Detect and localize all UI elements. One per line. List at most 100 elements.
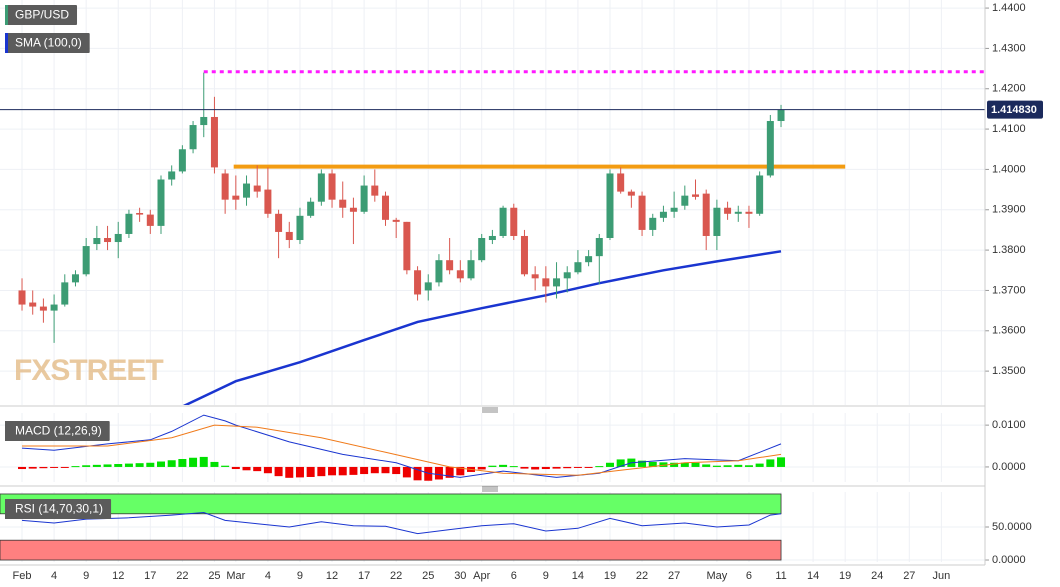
- histogram-bar: [39, 466, 48, 469]
- legend-box: [5, 421, 110, 441]
- x-tick-label: 27: [668, 570, 680, 582]
- candle-body: [446, 260, 454, 271]
- histogram-bar: [766, 459, 775, 467]
- legend-box: [5, 499, 112, 519]
- legend-entry: MACD (12,26,9): [5, 421, 110, 441]
- histogram-bar: [616, 459, 625, 467]
- x-tick-label: 17: [144, 570, 156, 582]
- candle-body: [424, 282, 432, 291]
- candle-body: [104, 237, 112, 243]
- candle-body: [766, 121, 774, 176]
- histogram-bar: [18, 466, 27, 470]
- panel: [0, 413, 985, 482]
- histogram-bar: [552, 466, 561, 469]
- histogram-bar: [306, 466, 315, 477]
- legend-entry: RSI (14,70,30,1): [5, 499, 112, 519]
- candle-body: [638, 195, 646, 230]
- candle-body: [392, 219, 400, 222]
- resize-handle[interactable]: [482, 407, 498, 413]
- candle-body: [328, 173, 336, 200]
- histogram-bar: [156, 461, 165, 467]
- histogram-bar: [755, 463, 764, 467]
- histogram-bar: [584, 466, 593, 468]
- candle-body: [553, 278, 561, 287]
- candle-body: [563, 272, 571, 279]
- x-tick-label: 9: [83, 570, 89, 582]
- candle-body: [296, 215, 304, 241]
- candle-body: [435, 260, 443, 283]
- candle-body: [18, 290, 26, 305]
- histogram-bar: [563, 466, 572, 469]
- legend-swatch: [5, 421, 8, 441]
- candle-body: [210, 116, 218, 168]
- y-tick-label: 1.3900: [992, 204, 1026, 216]
- x-tick-label: 14: [572, 570, 584, 582]
- histogram-bar: [103, 464, 112, 467]
- histogram-bar: [349, 466, 358, 475]
- histogram-bar: [744, 465, 753, 467]
- candle-body: [617, 173, 625, 192]
- y-tick-label: 0.0000: [992, 461, 1026, 473]
- candle-body: [243, 183, 251, 198]
- candle-body: [510, 207, 518, 236]
- panel: [0, 492, 985, 562]
- histogram-bar: [317, 466, 326, 477]
- histogram-bar: [509, 466, 518, 468]
- candle-body: [285, 231, 293, 241]
- histogram-bar: [445, 466, 454, 478]
- x-tick-label: 17: [358, 570, 370, 582]
- y-tick-label: 1.3700: [992, 284, 1026, 296]
- candle-body: [360, 185, 368, 212]
- histogram-bar: [253, 466, 262, 472]
- x-tick-label: 30: [454, 570, 466, 582]
- candle-body: [114, 233, 122, 243]
- candle-body: [702, 193, 710, 236]
- candle-body: [168, 171, 176, 180]
- x-tick-label: Mar: [226, 570, 245, 582]
- x-tick-label: 12: [326, 570, 338, 582]
- histogram-bar: [638, 460, 647, 467]
- x-tick-label: 12: [112, 570, 124, 582]
- candle-body: [264, 189, 272, 214]
- candle-body: [200, 116, 208, 126]
- candle-body: [456, 270, 464, 279]
- legend-entry: GBP/USD: [5, 5, 78, 25]
- candle-body: [93, 237, 101, 245]
- legend-swatch: [5, 5, 8, 25]
- histogram-bar: [210, 461, 219, 467]
- candle-body: [221, 173, 229, 200]
- line-series: [21, 414, 782, 478]
- histogram-bar: [221, 465, 230, 467]
- histogram-bar: [670, 462, 679, 467]
- candle-body: [146, 214, 154, 226]
- x-tick-label: 25: [422, 570, 434, 582]
- histogram-bar: [573, 466, 582, 468]
- y-tick-label: 1.3600: [992, 325, 1026, 337]
- last-price-tag: [987, 100, 1043, 119]
- candle-body: [61, 282, 69, 305]
- legend-box: [5, 33, 90, 53]
- x-tick-label: 19: [839, 570, 851, 582]
- x-tick-label: 4: [51, 570, 57, 582]
- candle-body: [713, 207, 721, 236]
- histogram-bar: [263, 466, 272, 474]
- candle-body: [595, 237, 603, 257]
- candle-body: [381, 195, 389, 220]
- y-tick-label: 0.0000: [992, 554, 1026, 566]
- histogram-bar: [392, 466, 401, 475]
- x-tick-label: 6: [746, 570, 752, 582]
- histogram-bar: [189, 457, 198, 467]
- histogram-bar: [71, 466, 80, 468]
- histogram-bar: [477, 466, 486, 470]
- x-tick-label: 22: [636, 570, 648, 582]
- resize-handle[interactable]: [482, 486, 498, 492]
- candle-body: [531, 274, 539, 279]
- histogram-bar: [702, 464, 711, 467]
- histogram-bar: [114, 464, 123, 467]
- candle-body: [71, 274, 79, 283]
- histogram-bar: [734, 464, 743, 467]
- histogram-bar: [82, 465, 91, 467]
- histogram-bar: [712, 465, 721, 467]
